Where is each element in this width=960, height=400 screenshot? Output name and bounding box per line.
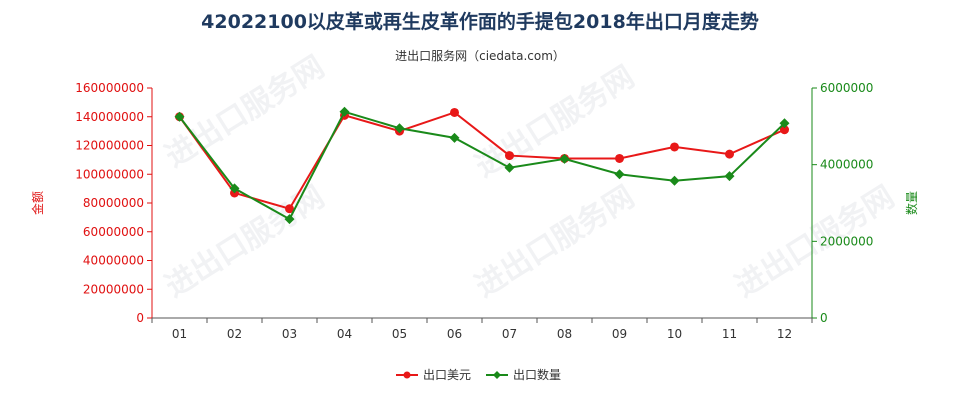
data-point — [229, 183, 240, 194]
series-layer — [174, 106, 790, 225]
data-point — [725, 149, 734, 159]
watermark-text: 进出口服务网 — [159, 49, 330, 174]
legend-marker — [493, 371, 501, 379]
x-tick-label: 06 — [447, 327, 462, 341]
right-tick-label: 2000000 — [820, 234, 873, 248]
legend-item: 出口美元 — [396, 368, 471, 382]
data-point — [669, 175, 680, 186]
left-tick-label: 80000000 — [83, 196, 144, 210]
data-point — [724, 171, 735, 182]
x-axis-ticks: 01 02 03 04 05 06 07 08 09 10 11 12 — [151, 318, 813, 341]
x-tick-label: 01 — [172, 327, 187, 341]
left-tick-label: 160000000 — [75, 81, 144, 95]
x-tick-label: 07 — [502, 327, 517, 341]
series-line — [178, 110, 786, 221]
data-point — [505, 151, 514, 161]
series-2 — [174, 106, 790, 225]
data-point — [285, 204, 294, 214]
watermark-text: 进出口服务网 — [729, 179, 900, 304]
x-tick-label: 09 — [612, 327, 627, 341]
data-point — [504, 162, 515, 173]
x-tick-label: 12 — [777, 327, 792, 341]
x-tick-label: 03 — [282, 327, 297, 341]
watermark-text: 进出口服务网 — [159, 179, 330, 304]
x-tick-label: 11 — [722, 327, 737, 341]
left-tick-label: 120000000 — [75, 139, 144, 153]
watermark-text: 进出口服务网 — [469, 179, 640, 304]
x-tick-label: 04 — [337, 327, 352, 341]
chart-subtitle: 进出口服务网（ciedata.com） — [395, 48, 565, 63]
right-axis-title: 数量 — [904, 191, 919, 215]
watermark-text: 进出口服务网 — [469, 59, 640, 184]
chart-title: 42022100以皮革或再生皮革作面的手提包2018年出口月度走势 — [201, 10, 759, 33]
data-point — [284, 214, 295, 225]
data-point — [339, 106, 350, 117]
x-tick-label: 05 — [392, 327, 407, 341]
left-tick-label: 0 — [136, 311, 144, 325]
data-point — [449, 132, 460, 143]
data-point — [450, 107, 459, 117]
x-tick-label: 08 — [557, 327, 572, 341]
left-axis-title: 金额 — [30, 191, 45, 215]
left-tick-label: 20000000 — [83, 282, 144, 296]
series-line — [178, 111, 785, 210]
left-axis-ticks: 0 20000000 40000000 60000000 80000000 1000000… — [75, 81, 152, 325]
data-point — [174, 111, 185, 122]
right-tick-label: 0 — [820, 311, 828, 325]
legend-label: 出口美元 — [423, 368, 471, 382]
right-axis-ticks: 0 2000000 4000000 6000000 — [812, 81, 873, 325]
legend: 出口美元 出口数量 — [396, 367, 561, 382]
right-tick-label: 6000000 — [820, 81, 873, 95]
data-point — [559, 153, 570, 164]
data-point — [780, 125, 789, 135]
left-tick-label: 40000000 — [83, 254, 144, 268]
legend-label: 出口数量 — [513, 367, 561, 382]
left-tick-label: 60000000 — [83, 225, 144, 239]
right-tick-label: 4000000 — [820, 158, 873, 172]
data-point — [615, 153, 624, 163]
legend-marker — [403, 371, 411, 379]
data-point — [779, 118, 790, 129]
x-tick-label: 10 — [667, 327, 682, 341]
data-point — [394, 123, 405, 134]
data-point — [670, 142, 679, 152]
data-point — [614, 169, 625, 180]
left-tick-label: 140000000 — [75, 110, 144, 124]
left-tick-label: 100000000 — [75, 167, 144, 181]
legend-item: 出口数量 — [486, 367, 561, 382]
x-tick-label: 02 — [227, 327, 242, 341]
